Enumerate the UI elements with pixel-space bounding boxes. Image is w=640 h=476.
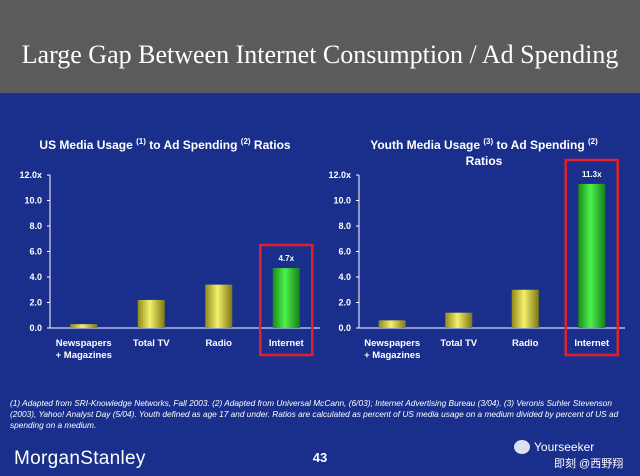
chart-1-title-sup2: (2) <box>240 137 251 146</box>
chart-1-bar <box>205 284 233 328</box>
chart-2-y-tick-label: 2.0 <box>338 298 351 308</box>
chart-2-category-label: Internet <box>574 338 610 349</box>
chart-2-bar <box>445 312 473 328</box>
chart-1-title: US Media Usage (1) to Ad Spending (2) Ra… <box>20 134 310 153</box>
chart-1-y-tick-label: 12.0x <box>19 170 42 180</box>
chart-2-title-sup2: (2) <box>588 137 598 146</box>
chart-1-y-tick-label: 8.0 <box>29 221 42 231</box>
chart-1-title-c: Ratios <box>250 138 291 152</box>
chart-1-category-label: + Magazines <box>56 350 112 361</box>
chart-2-category-label: Radio <box>512 338 539 349</box>
morgan-stanley-logo: MorganStanley <box>14 448 146 469</box>
chart-2-y-tick-label: 0.0 <box>338 323 351 333</box>
chart-2-highlight-box <box>564 158 619 357</box>
chart-1-y-tick-label: 2.0 <box>29 298 42 308</box>
chart-1-category-label: Internet <box>269 338 305 349</box>
chart-2-category-label: Total TV <box>440 338 477 349</box>
chart-2-y-tick-label: 4.0 <box>338 272 351 282</box>
chart-1-bar <box>272 268 300 328</box>
watermark-name: Yourseeker <box>534 440 595 454</box>
chart-2-title: Youth Media Usage (3) to Ad Spending (2)… <box>364 134 604 169</box>
chart-2-category-label: Newspapers <box>364 338 420 349</box>
slide-title: Large Gap Between Internet Consumption /… <box>21 40 619 69</box>
chart-1-category-label: Total TV <box>133 338 170 349</box>
chart-1-bar <box>70 324 98 328</box>
chart-1-y-tick-label: 4.0 <box>29 272 42 282</box>
chart-1-data-label: 4.7x <box>278 254 294 263</box>
chart-2-bar <box>511 289 539 328</box>
watermark-icon <box>514 440 530 454</box>
chart-2-y-tick-label: 10.0 <box>333 196 351 206</box>
chart-1-category-label: Newspapers <box>56 338 112 349</box>
chart-1-y-tick-label: 6.0 <box>29 247 42 257</box>
chart-2-y-tick-label: 6.0 <box>338 247 351 257</box>
page-number: 43 <box>312 450 328 465</box>
chart-2-title-b: to Ad Spending <box>493 138 588 152</box>
chart-1-bar <box>137 299 165 328</box>
chart-1-y-tick-label: 10.0 <box>24 196 42 206</box>
chart-1-y-tick-label: 0.0 <box>29 323 42 333</box>
chart-1-title-sup1: (1) <box>136 137 146 146</box>
chart-2-data-label: 11.3x <box>582 170 602 179</box>
chart-1-title-a: US Media Usage <box>39 138 137 152</box>
chart-2-bar <box>578 183 606 328</box>
chart-1-title-b: to Ad Spending <box>145 138 241 152</box>
chart-2-title-sup1: (3) <box>483 137 494 146</box>
chart-2-category-label: + Magazines <box>364 350 420 361</box>
footnote: (1) Adapted from SRI-Knowledge Networks,… <box>10 398 619 430</box>
watermark-sub: 即刻 @西野翔 <box>554 458 624 470</box>
chart-2-y-tick-label: 8.0 <box>338 221 351 231</box>
chart-2-title-a: Youth Media Usage <box>370 138 484 152</box>
chart-2-title-c: Ratios <box>465 154 503 168</box>
chart-1-category-label: Radio <box>206 338 233 349</box>
chart-2-bar <box>378 320 406 328</box>
chart-2-y-tick-label: 12.0x <box>328 170 351 180</box>
chart-1-highlight-box <box>259 243 314 357</box>
title-bar <box>0 0 640 93</box>
